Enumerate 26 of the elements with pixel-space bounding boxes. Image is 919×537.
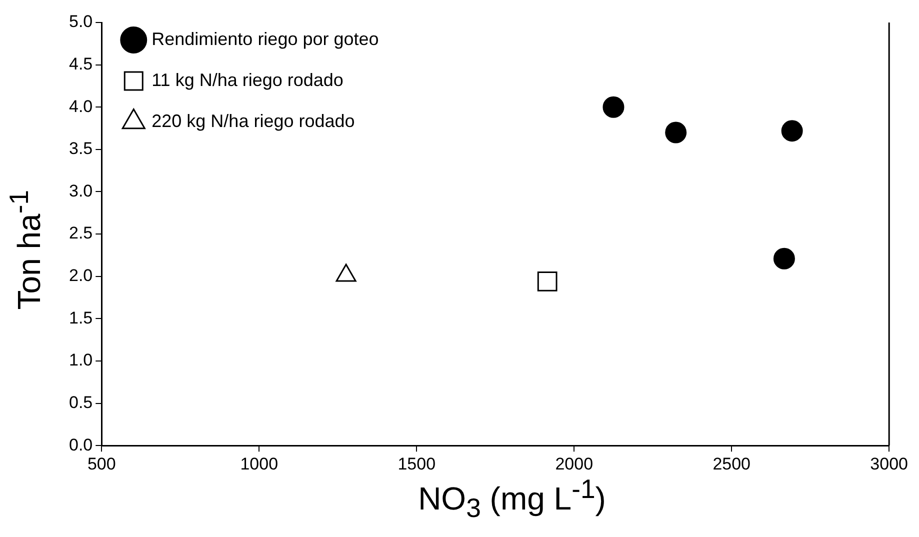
y-tick-label: 2.0 bbox=[68, 266, 93, 286]
legend-label: 11 kg N/ha riego rodado bbox=[152, 70, 344, 90]
x-tick-label: 2500 bbox=[712, 454, 751, 474]
y-tick-label: 1.5 bbox=[68, 308, 93, 328]
y-tick-label: 3.5 bbox=[68, 139, 93, 158]
point bbox=[773, 248, 795, 270]
x-tick-label: 2000 bbox=[555, 454, 594, 474]
x-axis-title: NO$_{3}$ (mg L$^{-1}$) bbox=[417, 474, 607, 524]
x-tick-label: 1500 bbox=[398, 454, 436, 474]
x-tick-label: 3000 bbox=[870, 454, 908, 474]
y-tick-label: 4.5 bbox=[68, 54, 93, 74]
x-tick-label: 1000 bbox=[240, 454, 278, 474]
point bbox=[537, 271, 558, 292]
legend-label: Rendimiento riego por goteo bbox=[152, 28, 379, 49]
y-tick-label: 3.0 bbox=[68, 181, 93, 200]
y-tick-label: 0.5 bbox=[68, 392, 93, 412]
x-tick-label: 500 bbox=[87, 454, 116, 474]
point bbox=[602, 96, 624, 118]
legend-label: 220 kg N/ha riego rodado bbox=[152, 110, 355, 131]
point bbox=[665, 122, 687, 144]
y-tick-label: 5.0 bbox=[68, 12, 93, 32]
y-tick-label: 0.0 bbox=[68, 435, 93, 454]
y-tick-label: 1.0 bbox=[68, 350, 93, 370]
point bbox=[781, 120, 803, 142]
y-tick-label: 2.5 bbox=[68, 224, 93, 243]
y-tick-label: 4.0 bbox=[68, 96, 93, 116]
